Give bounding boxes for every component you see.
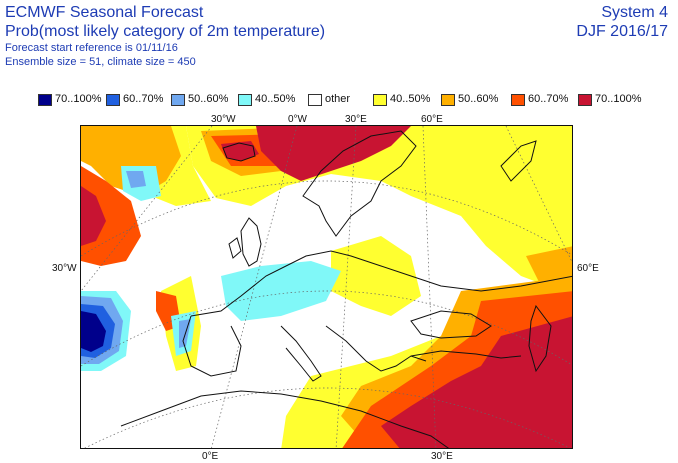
lon-label-top: 0°W	[288, 114, 307, 125]
coastline-scandinavia	[302, 130, 417, 237]
prob-cyan-atlantic	[221, 261, 341, 321]
header-right: System 4 DJF 2016/17	[576, 3, 668, 41]
lon-label-left: 30°W	[52, 263, 77, 274]
system-label: System 4	[601, 4, 668, 21]
lon-label-top: 30°W	[211, 114, 236, 125]
prob-darkblue-southwest	[81, 311, 106, 352]
prob-yellow-central	[331, 236, 421, 316]
legend-label: 70..100%	[55, 93, 102, 105]
forecast-map	[80, 125, 573, 449]
coastline-iberia	[182, 315, 242, 377]
lon-label-bottom: 30°E	[431, 451, 453, 462]
season-label: DJF 2016/17	[576, 23, 668, 40]
header-left: ECMWF Seasonal Forecast Prob(most likely…	[5, 3, 325, 69]
coastline-turkey	[410, 350, 522, 359]
coastline-uk	[240, 217, 262, 267]
lon-label-top: 30°E	[345, 114, 367, 125]
legend-swatch	[171, 94, 185, 106]
lon-label-bottom: 0°E	[202, 451, 219, 462]
coastline-europe	[190, 250, 572, 317]
cold-anomaly-layers	[81, 166, 341, 371]
lon-label-right: 60°E	[577, 263, 599, 274]
legend-swatch	[308, 94, 322, 106]
legend-swatch	[106, 94, 120, 106]
legend-swatch	[238, 94, 252, 106]
coastline-caspian	[528, 304, 552, 373]
legend-label: 40..50%	[390, 93, 431, 105]
legend-label: 60..70%	[528, 93, 569, 105]
prob-orange-east-2	[526, 246, 572, 286]
legend-label: 70..100%	[595, 93, 642, 105]
meridian-line	[81, 126, 213, 292]
coastline-novaya-zemlya	[500, 140, 537, 182]
legend-swatch	[373, 94, 387, 106]
coastline-iceland	[222, 142, 256, 162]
map-canvas	[81, 126, 572, 448]
legend-swatch	[441, 94, 455, 106]
prob-lightblue-north-atlantic	[126, 171, 146, 188]
parallel-line	[84, 387, 571, 448]
legend-label: 50..60%	[458, 93, 499, 105]
page-subtitle: Prob(most likely category of 2m temperat…	[5, 23, 326, 40]
coastline-italy	[280, 325, 322, 382]
prob-darkred-north	[256, 126, 411, 181]
lon-label-top: 60°E	[421, 114, 443, 125]
parallel-line	[81, 290, 572, 367]
parallel-line	[81, 180, 572, 257]
coastlines	[120, 130, 572, 448]
legend-swatch	[511, 94, 525, 106]
prob-darkred-east	[381, 316, 572, 448]
page-title: ECMWF Seasonal Forecast	[5, 4, 204, 21]
legend-swatch	[578, 94, 592, 106]
legend-label: 50..60%	[188, 93, 229, 105]
forecast-start-reference: Forecast start reference is 01/11/16	[5, 42, 178, 54]
legend-label: 60..70%	[123, 93, 164, 105]
prob-darkred-west	[81, 186, 106, 246]
legend-label: other	[325, 93, 351, 105]
legend-swatch	[38, 94, 52, 106]
graticule	[81, 126, 572, 448]
coastline-north-africa	[120, 390, 450, 448]
coastline-black-sea	[410, 310, 492, 339]
ensemble-size: Ensemble size = 51, climate size = 450	[5, 56, 196, 68]
coastline-ireland	[228, 237, 242, 259]
warm-anomaly-layers	[81, 126, 572, 448]
legend-label: 40..50%	[255, 93, 296, 105]
